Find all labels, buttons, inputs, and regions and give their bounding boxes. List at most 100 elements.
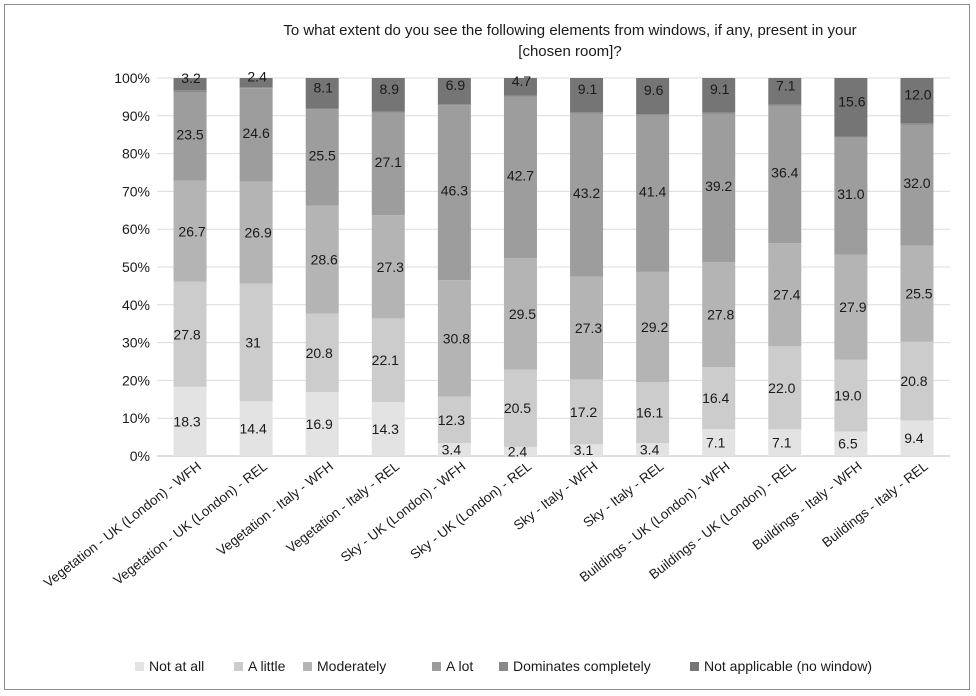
data-label: 14.4 — [240, 421, 267, 437]
bar-segment — [173, 91, 207, 181]
data-label: 20.8 — [900, 373, 927, 389]
data-label: 29.2 — [641, 319, 668, 335]
bar-segment — [173, 90, 207, 92]
bar-segment — [636, 114, 670, 116]
bar-segment — [371, 111, 405, 113]
legend-label: Dominates completely — [513, 658, 651, 674]
data-label: 2.4 — [508, 443, 528, 459]
bar-segment — [437, 105, 471, 281]
y-tick-label: 50% — [122, 259, 150, 275]
bar-segment — [437, 280, 471, 397]
bar-segment — [503, 258, 537, 370]
bar-segment — [239, 283, 273, 402]
bar-segment — [173, 281, 207, 387]
chart-title-line-1: To what extent do you see the following … — [283, 22, 856, 39]
bar-segment — [900, 123, 934, 125]
data-label: 18.3 — [173, 413, 200, 429]
data-label: 27.3 — [575, 320, 602, 336]
bar-segment — [900, 420, 934, 456]
data-label: 6.5 — [838, 436, 858, 452]
y-axis: 0% 10% 20% 30% 40% 50% 60% 70% 80% 90% 100% — [114, 70, 150, 464]
data-label: 28.6 — [311, 252, 338, 268]
bar-segment — [834, 78, 868, 137]
data-label: 12.3 — [438, 412, 465, 428]
bar-segment — [503, 95, 537, 97]
bar-segment — [702, 113, 736, 263]
bar-segment — [173, 180, 207, 282]
bar-segment — [570, 379, 604, 445]
x-axis: Vegetation - UK (London) - WFHVegetation… — [41, 458, 931, 590]
data-label: 16.9 — [306, 416, 333, 432]
data-label: 16.1 — [636, 405, 663, 421]
data-label: 9.4 — [904, 430, 924, 446]
legend-swatch — [690, 662, 699, 671]
bar-segment — [570, 112, 604, 114]
bar-segment — [900, 78, 934, 124]
bar-segment — [702, 112, 736, 114]
legend-label: A lot — [446, 658, 473, 674]
gridlines — [157, 77, 950, 457]
data-label: 24.6 — [243, 125, 270, 141]
bar-segment — [636, 443, 670, 456]
bar-segment — [239, 88, 273, 182]
data-label: 6.9 — [446, 77, 466, 93]
bar-segment — [636, 271, 670, 383]
data-label: 15.6 — [838, 93, 865, 109]
data-label: 46.3 — [441, 183, 468, 199]
data-label: 3.4 — [640, 442, 660, 458]
data-label: 27.8 — [707, 307, 734, 323]
bar-segment — [834, 254, 868, 360]
y-tick-label: 70% — [122, 183, 150, 199]
y-tick-label: 90% — [122, 108, 150, 124]
bar-segment — [636, 115, 670, 272]
data-label: 9.1 — [710, 81, 730, 97]
chart-title-line-2: [chosen room]? — [518, 43, 621, 60]
bar-segment — [834, 137, 868, 255]
bar-segment — [702, 262, 736, 368]
data-label: 14.3 — [372, 421, 399, 437]
y-tick-label: 80% — [122, 146, 150, 162]
bar-segment — [570, 444, 604, 456]
bar-segment — [305, 392, 339, 456]
bar-segment — [305, 109, 339, 206]
bar-segment — [900, 245, 934, 342]
data-label: 31 — [245, 335, 261, 351]
data-label: 27.3 — [377, 259, 404, 275]
bar-segment — [437, 396, 471, 444]
data-label: 7.1 — [776, 77, 796, 93]
bar-segment — [834, 431, 868, 456]
legend-swatch — [135, 662, 144, 671]
y-tick-label: 40% — [122, 297, 150, 313]
data-label: 25.5 — [905, 286, 932, 302]
data-label: 23.5 — [176, 126, 203, 142]
data-label: 32.0 — [903, 175, 930, 191]
data-label: 42.7 — [507, 168, 534, 184]
bar-segment — [702, 429, 736, 456]
data-label: 31.0 — [837, 186, 864, 202]
bar-segment — [239, 401, 273, 456]
data-label: 27.4 — [773, 287, 800, 303]
bar-segment — [239, 78, 273, 88]
bars — [173, 78, 934, 456]
bar-segment — [570, 276, 604, 380]
bar-segment — [437, 104, 471, 106]
bar-segment — [305, 205, 339, 314]
bar-segment — [239, 181, 273, 284]
data-label: 26.9 — [245, 225, 272, 241]
data-label: 16.4 — [702, 390, 729, 406]
bar-segment — [503, 96, 537, 259]
bar-segment — [305, 313, 339, 393]
x-tick-label: Vegetation - Italy - WFH — [214, 459, 336, 559]
data-label: 8.1 — [313, 79, 333, 95]
bar-segment — [305, 78, 339, 109]
data-label: 8.9 — [380, 81, 400, 97]
legend-label: Moderately — [317, 658, 386, 674]
data-label: 3.2 — [181, 70, 201, 86]
bar-segment — [702, 367, 736, 430]
bar-segment — [437, 443, 471, 456]
bar-segment — [834, 359, 868, 432]
bar-segment — [503, 369, 537, 447]
legend-swatch — [234, 662, 243, 671]
legend-swatch — [499, 662, 508, 671]
